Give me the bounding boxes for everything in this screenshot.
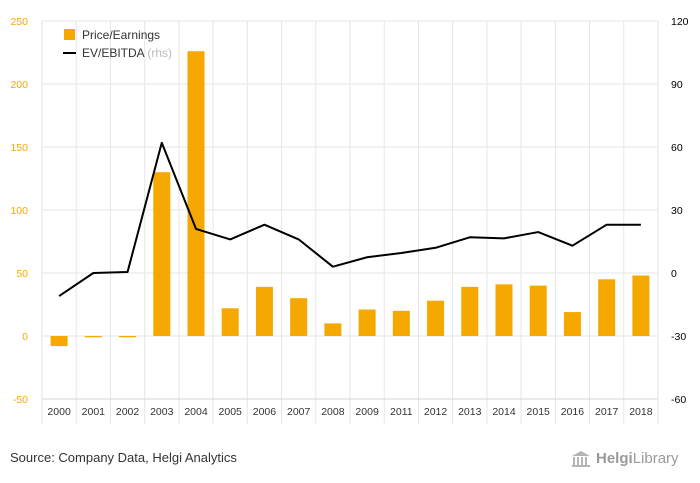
logo-text-1: Helgi [596, 450, 633, 467]
bar [119, 336, 137, 338]
x-tick-label: 2018 [629, 406, 653, 418]
bar [563, 312, 581, 336]
bar [461, 286, 479, 336]
x-tick-label: 2002 [116, 406, 140, 418]
x-tick-label: 2001 [82, 406, 106, 418]
y-right-tick-label: 0 [671, 268, 677, 280]
x-tick-label: 2000 [47, 406, 71, 418]
bar [290, 298, 308, 336]
x-tick-label: 2013 [458, 406, 482, 418]
bar [324, 323, 342, 336]
y-right-tick-label: 60 [671, 142, 683, 154]
x-tick-label: 2008 [321, 406, 345, 418]
x-tick-label: 2007 [287, 406, 311, 418]
x-tick-label: 2003 [150, 406, 174, 418]
x-tick-label: 2009 [355, 406, 379, 418]
y-left-tick-label: 150 [10, 142, 28, 154]
line-ev-ebitda [58, 141, 641, 297]
bar [427, 300, 445, 336]
bar [495, 284, 513, 336]
bar [358, 309, 376, 336]
x-tick-label: 2015 [527, 406, 551, 418]
y-right-tick-label: 90 [671, 79, 683, 91]
bar [84, 336, 102, 338]
x-tick-label: 2005 [219, 406, 243, 418]
bar [529, 285, 547, 336]
legend-swatch-bar [64, 29, 75, 40]
y-left-tick-label: 250 [10, 16, 28, 28]
bar-series [50, 51, 650, 347]
bar [153, 172, 171, 336]
bar [221, 308, 239, 336]
legend-label-line: EV/EBITDA (rhs) [82, 46, 172, 60]
x-tick-label: 2011 [390, 406, 413, 418]
legend-label-line-note: (rhs) [147, 46, 172, 60]
legend: Price/Earnings EV/EBITDA (rhs) [63, 28, 172, 60]
bar [50, 336, 68, 347]
logo-text-2: Library [632, 450, 679, 467]
library-building-icon [572, 450, 590, 467]
source-note: Source: Company Data, Helgi Analytics [10, 450, 237, 465]
x-tick-label: 2004 [184, 406, 208, 418]
x-tick-label: 2017 [595, 406, 619, 418]
bar [598, 279, 616, 336]
bar [255, 286, 273, 336]
x-tick-label: 2012 [424, 406, 448, 418]
y-left-tick-label: 0 [22, 331, 28, 343]
line-series [58, 141, 641, 297]
y-right-tick-label: 120 [671, 16, 689, 28]
helgi-library-logo: HelgiLibrary [572, 450, 679, 467]
y-left-tick-label: -50 [13, 394, 28, 406]
y-right-tick-label: 30 [671, 205, 683, 217]
bar [632, 275, 650, 336]
bar [187, 51, 205, 337]
y-left-tick-label: 50 [16, 268, 28, 280]
chart-svg: -50 0 50 100 150 200 250 -60 -30 0 30 60 90 120 2000 20… [10, 16, 689, 424]
legend-label-bar: Price/Earnings [82, 28, 160, 42]
bar [392, 310, 410, 336]
y-right-tick-label: -60 [671, 394, 686, 406]
x-tick-label: 2014 [492, 406, 516, 418]
x-tick-label: 2016 [561, 406, 585, 418]
grid [41, 20, 659, 424]
y-left-tick-label: 100 [10, 205, 28, 217]
y-right-tick-label: -30 [671, 331, 686, 343]
y-left-tick-label: 200 [10, 79, 28, 91]
axes: -50 0 50 100 150 200 250 -60 -30 0 30 60 90 120 2000 20… [10, 16, 688, 418]
x-tick-label: 2006 [253, 406, 277, 418]
